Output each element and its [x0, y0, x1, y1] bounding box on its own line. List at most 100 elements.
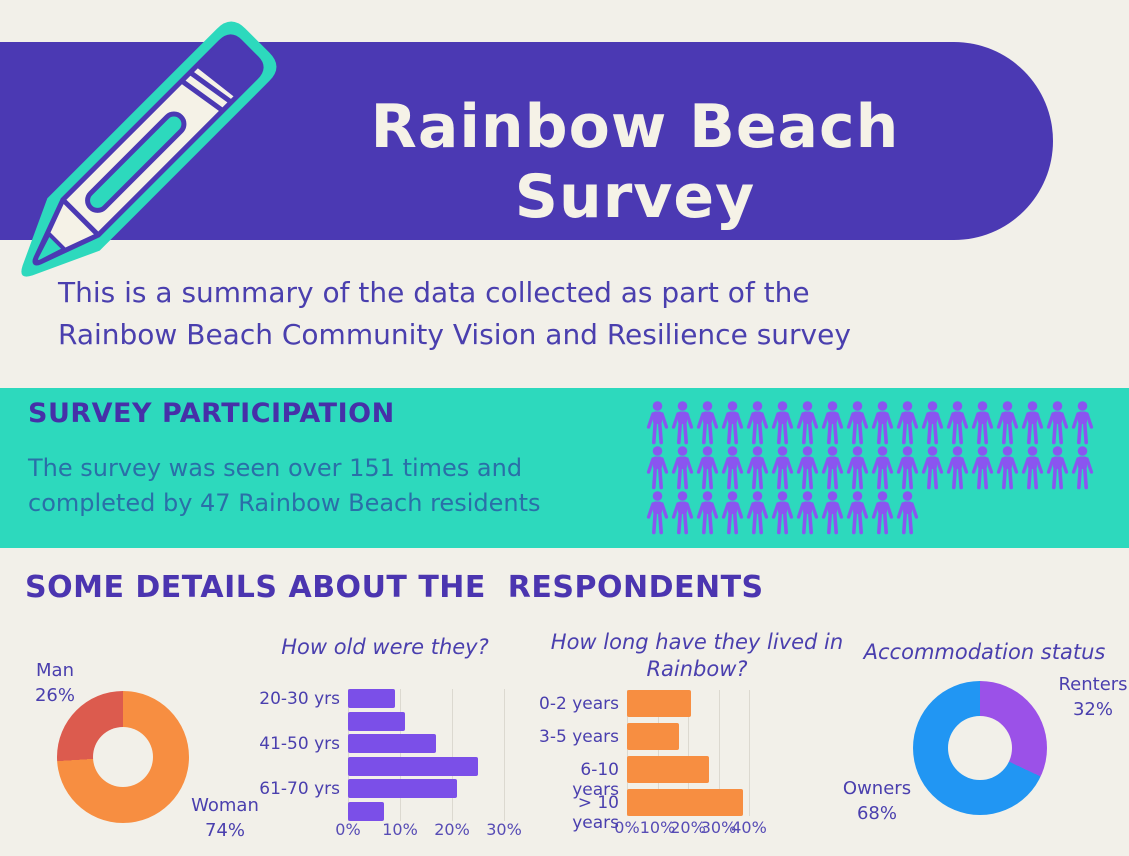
gender-donut [57, 691, 189, 823]
person-icon [746, 491, 769, 535]
person-icon [1046, 401, 1069, 445]
donut-hole [93, 727, 153, 787]
page-title-line2: Survey [514, 162, 756, 232]
pictogram-row [645, 401, 1095, 446]
participation-body-line2: completed by 47 Rainbow Beach residents [28, 489, 541, 517]
person-icon [996, 446, 1019, 490]
accommodation-label-renters: Renters 32% [1058, 674, 1128, 720]
person-icon [721, 401, 744, 445]
gender-label-man: Man 26% [34, 660, 75, 706]
gridline [718, 690, 720, 816]
age-bar-chart: How old were they? 0% 10% 20% 30% 20-30 yrs 4… [240, 630, 530, 856]
person-icon [721, 446, 744, 490]
residency-chart-title-line1: How long have they lived in [550, 630, 844, 654]
bar [348, 689, 395, 708]
accommodation-label-owners: Owners 68% [842, 778, 912, 824]
x-axis-tick: 30% [486, 820, 522, 839]
pictogram-row [645, 446, 1095, 491]
person-icon [946, 401, 969, 445]
participation-body: The survey was seen over 151 times and c… [28, 451, 540, 521]
person-icon [821, 401, 844, 445]
person-icon [721, 491, 744, 535]
pencil-icon [21, 21, 277, 277]
person-icon [871, 491, 894, 535]
bar-category-label: 0-2 years [539, 693, 619, 714]
person-icon [696, 491, 719, 535]
person-icon [896, 401, 919, 445]
participation-body-line1: The survey was seen over 151 times and [28, 454, 523, 482]
pictogram-row [645, 491, 1095, 536]
bar-category-label: 61-70 yrs [259, 778, 340, 799]
bar-category-label: 6-10 years [572, 759, 619, 800]
bar [348, 801, 385, 821]
gender-donut-chart: Man 26% Woman 74% [0, 630, 270, 856]
person-icon [696, 401, 719, 445]
bar [627, 789, 743, 816]
person-icon [896, 446, 919, 490]
donut-hole [948, 716, 1012, 780]
person-icon [746, 401, 769, 445]
accommodation-chart-title: Accommodation status [863, 640, 1106, 664]
bar [627, 690, 692, 717]
x-axis-tick: 0% [614, 818, 640, 837]
person-icon [1071, 446, 1094, 490]
person-icon [771, 446, 794, 490]
bar [627, 723, 679, 750]
person-icon [746, 446, 769, 490]
gridline [400, 689, 401, 821]
person-icon [646, 446, 669, 490]
x-axis-tick: 0% [335, 820, 361, 839]
residency-chart-title-line2: Rainbow? [646, 657, 748, 681]
bar [627, 756, 710, 783]
participation-section: SURVEY PARTICIPATION The survey was seen… [0, 388, 1129, 548]
person-icon [671, 491, 694, 535]
intro-line2: Rainbow Beach Community Vision and Resil… [58, 318, 851, 351]
person-icon [971, 446, 994, 490]
person-icon [646, 491, 669, 535]
x-axis-tick: 30% [700, 818, 737, 837]
accommodation-donut-chart: Accommodation status Renters 32% Owners … [840, 630, 1129, 856]
person-icon [821, 446, 844, 490]
gridline [348, 689, 349, 821]
gridline [657, 690, 659, 816]
person-icon [646, 401, 669, 445]
details-heading: SOME DETAILS ABOUT THE RESPONDENTS [25, 570, 764, 605]
person-icon [996, 401, 1019, 445]
bar [348, 734, 437, 753]
person-icon [946, 446, 969, 490]
person-icon [796, 446, 819, 490]
person-icon [1021, 446, 1044, 490]
residency-bar-chart: How long have they lived in Rainbow? 0% 1… [532, 625, 862, 856]
gridline [452, 689, 453, 821]
person-icon [796, 401, 819, 445]
person-icon [846, 401, 869, 445]
person-icon [1071, 401, 1094, 445]
bar-category-label: 41-50 yrs [259, 733, 340, 754]
page-title-line1: Rainbow Beach [370, 92, 900, 162]
x-axis-tick: 20% [670, 818, 706, 837]
respondents-pictogram [645, 401, 1095, 536]
age-chart-title: How old were they? [281, 635, 489, 659]
person-icon [671, 446, 694, 490]
person-icon [921, 446, 944, 490]
person-icon [871, 401, 894, 445]
intro-line1: This is a summary of the data collected … [58, 276, 810, 309]
bar [348, 711, 406, 731]
person-icon [896, 491, 919, 535]
gridline [688, 690, 689, 816]
bar-category-label: 3-5 years [539, 726, 619, 747]
gridline [504, 689, 505, 821]
bar [348, 779, 458, 798]
gridline [627, 690, 628, 816]
x-axis-tick: 10% [382, 820, 418, 839]
x-axis-tick: 40% [731, 818, 767, 837]
gridline [749, 690, 750, 816]
bar [348, 756, 478, 776]
person-icon [771, 491, 794, 535]
x-axis-tick: 10% [639, 818, 676, 837]
bar-category-label: 20-30 yrs [259, 688, 340, 709]
intro-text: This is a summary of the data collected … [58, 272, 851, 356]
person-icon [671, 401, 694, 445]
person-icon [796, 491, 819, 535]
x-axis-tick: 20% [434, 820, 470, 839]
